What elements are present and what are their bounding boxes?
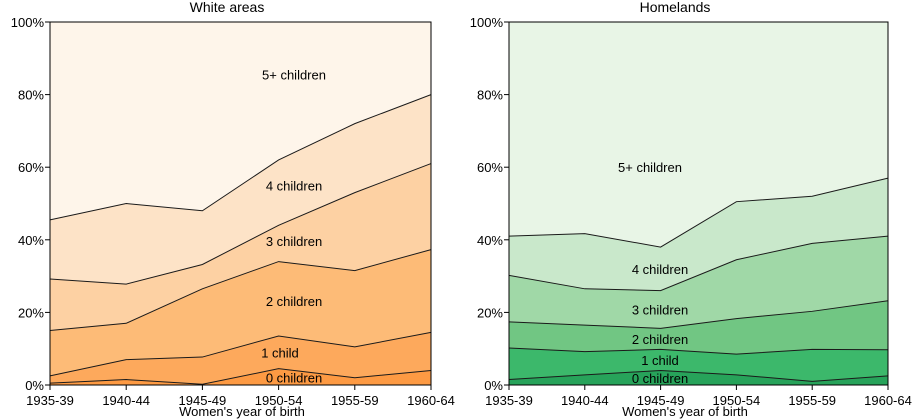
x-tick-label: 1960-64 <box>864 393 912 408</box>
boundary-line-4-children <box>49 94 432 221</box>
boundary-line-2-children <box>508 300 889 329</box>
y-tick-label: 0% <box>484 378 503 393</box>
area-3-children <box>50 163 431 331</box>
boundary-line-1-child <box>508 347 889 355</box>
boundary-line-0-children <box>508 369 889 382</box>
series-label-1-child: 1 child <box>261 346 299 361</box>
plot-frame <box>49 21 432 386</box>
boundary-line-1-child <box>49 331 432 377</box>
x-tick-label: 1940-44 <box>102 393 150 408</box>
series-label-2-children: 2 children <box>632 332 688 347</box>
series-label-2-children: 2 children <box>266 294 322 309</box>
plot-frame <box>508 21 889 386</box>
series-label-5-plus-children: 5+ children <box>618 160 682 175</box>
y-tick-label: 0% <box>25 378 44 393</box>
y-tick-label: 60% <box>477 160 503 175</box>
y-tick-label: 40% <box>18 233 44 248</box>
series-label-1-child: 1 child <box>641 353 679 368</box>
series-label-3-children: 3 children <box>266 234 322 249</box>
boundary-line-3-children <box>49 163 432 285</box>
boundary-line-2-children <box>49 249 432 332</box>
area-1-child <box>50 332 431 385</box>
y-tick-label: 60% <box>18 160 44 175</box>
boundary-line-0-children <box>49 368 432 385</box>
x-axis-title: Women's year of birth <box>622 404 748 419</box>
area-2-children <box>509 300 888 355</box>
x-tick-label: 1945-49 <box>179 393 227 408</box>
area-5-plus-children <box>50 22 431 220</box>
area-1-child <box>509 347 888 382</box>
y-tick-label: 20% <box>18 305 44 320</box>
y-tick-label: 20% <box>477 305 503 320</box>
series-label-0-children: 0 children <box>266 371 322 386</box>
chart-panel-white-areas: White areas 0 children 1 child 2 children 3… <box>11 0 455 419</box>
x-tick-label: 1955-59 <box>788 393 836 408</box>
series-label-5-plus-children: 5+ children <box>262 68 326 83</box>
area-2-children <box>50 249 431 376</box>
x-tick-label: 1940-44 <box>561 393 609 408</box>
y-tick-label: 80% <box>18 88 44 103</box>
x-axis-title: Women's year of birth <box>179 404 305 419</box>
chart-title: White areas <box>190 0 265 15</box>
chart-title: Homelands <box>640 0 711 15</box>
x-tick-label: 1945-49 <box>637 393 685 408</box>
x-tick-label: 1950-54 <box>255 393 303 408</box>
area-4-children <box>50 94 431 285</box>
series-label-0-children: 0 children <box>632 371 688 386</box>
area-4-children <box>509 178 888 291</box>
boundary-line-3-children <box>508 235 889 292</box>
y-tick-label: 40% <box>477 233 503 248</box>
y-tick-label: 100% <box>470 15 504 30</box>
x-tick-label: 1955-59 <box>331 393 379 408</box>
x-tick-label: 1960-64 <box>407 393 455 408</box>
boundary-line-4-children <box>508 177 889 248</box>
x-tick-label: 1935-39 <box>26 393 74 408</box>
chart-panel-homelands: Homelands 0 children 1 child 2 children 3 c… <box>470 0 912 419</box>
area-5-plus-children <box>509 22 888 248</box>
area-3-children <box>509 236 888 329</box>
series-label-3-children: 3 children <box>632 302 688 317</box>
y-tick-label: 100% <box>11 15 45 30</box>
series-label-4-children: 4 children <box>632 262 688 277</box>
y-tick-label: 80% <box>477 88 503 103</box>
x-tick-label: 1935-39 <box>485 393 533 408</box>
series-label-4-children: 4 children <box>266 179 322 194</box>
x-tick-label: 1950-54 <box>713 393 761 408</box>
